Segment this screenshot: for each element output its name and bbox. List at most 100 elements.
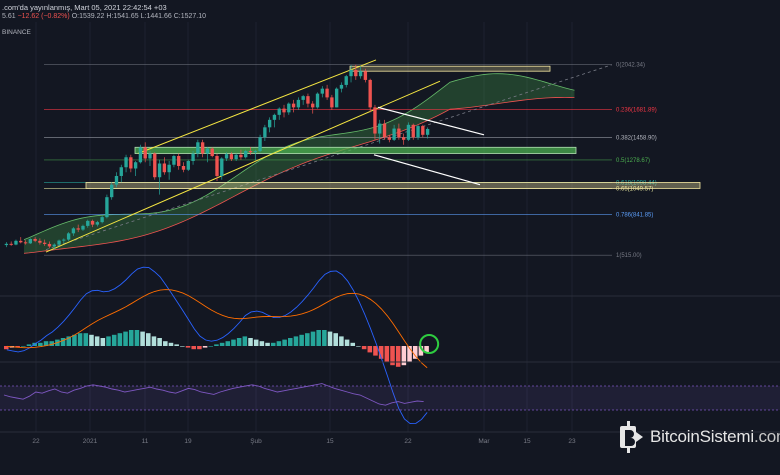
support-zone-yellow xyxy=(85,182,701,189)
macd-hist-bar xyxy=(253,339,259,346)
macd-hist-bar xyxy=(106,336,111,346)
macd-hist-bar xyxy=(157,338,162,346)
candle-body xyxy=(411,124,415,138)
candle-body xyxy=(387,137,391,140)
x-tick-label: Mar xyxy=(478,438,490,445)
candle-body xyxy=(143,147,147,159)
exchange-label: BINANCE xyxy=(2,29,31,36)
macd-hist-bar xyxy=(140,331,145,346)
candle xyxy=(119,164,123,183)
candle xyxy=(181,162,186,173)
fib-label-0.65: 0.65(1049.57) xyxy=(616,187,653,193)
x-tick-label: 23 xyxy=(568,438,576,445)
candle xyxy=(378,119,382,144)
candle xyxy=(229,152,234,162)
candle xyxy=(325,84,329,100)
candle-body xyxy=(397,128,401,138)
macd-hist-bar xyxy=(21,346,26,347)
x-tick-label: 15 xyxy=(523,438,531,445)
macd-hist-bar xyxy=(327,331,333,346)
zones xyxy=(85,65,701,189)
fib-label-0.5: 0.5(1278.67) xyxy=(616,158,650,164)
candle-body xyxy=(124,157,128,168)
macd-hist-bar xyxy=(38,342,43,346)
candle xyxy=(157,159,162,195)
candle-body xyxy=(296,99,301,108)
macd-hist-bar xyxy=(276,341,282,346)
candle-body xyxy=(43,242,47,244)
candle xyxy=(373,104,377,140)
candle xyxy=(234,153,238,162)
candle-body xyxy=(157,163,162,178)
candle xyxy=(239,149,243,160)
macd-hist-bar xyxy=(146,333,151,346)
candle xyxy=(100,215,104,224)
candle xyxy=(358,66,363,79)
candle xyxy=(205,147,210,163)
candle-body xyxy=(95,222,100,225)
candle-body xyxy=(76,228,80,230)
candle xyxy=(248,147,253,155)
candle xyxy=(253,149,257,160)
candle xyxy=(28,238,33,244)
x-tick-label: 11 xyxy=(142,438,149,445)
candle-body xyxy=(81,225,85,230)
candle-body xyxy=(181,165,186,170)
macd-hist-bar xyxy=(174,344,179,346)
candle xyxy=(86,219,90,228)
candle-body xyxy=(339,84,344,89)
candle-body xyxy=(354,69,358,77)
macd-hist-bar xyxy=(367,346,373,353)
candle xyxy=(52,243,56,250)
candle-body xyxy=(23,242,28,244)
macd-hist-bar xyxy=(111,334,117,346)
macd-hist-bar xyxy=(373,346,378,356)
macd-hist-bar xyxy=(134,330,140,346)
candle-body xyxy=(148,153,152,159)
candle xyxy=(301,94,305,105)
candle-body xyxy=(220,158,224,176)
macd-hist-bar xyxy=(418,346,424,356)
candle xyxy=(196,139,200,158)
open-value: 1539.22 xyxy=(79,13,105,20)
grid-lines xyxy=(35,22,573,432)
candle-body xyxy=(38,240,42,243)
candle xyxy=(81,224,85,231)
candle-body xyxy=(86,220,90,226)
candles xyxy=(4,64,430,250)
candle-body xyxy=(277,108,281,115)
candle-body xyxy=(210,148,214,157)
fib-label-0.382: 0.382(1458.90) xyxy=(616,135,657,141)
candle-body xyxy=(205,148,210,154)
candle xyxy=(62,238,66,244)
channel-lower-line xyxy=(45,80,441,253)
candle xyxy=(411,123,415,140)
resistance-zone-top xyxy=(349,65,551,72)
candle xyxy=(311,101,315,114)
candle-body xyxy=(330,97,334,108)
candle xyxy=(349,64,353,83)
macd-hist-bar xyxy=(236,338,242,346)
candle xyxy=(401,133,406,145)
x-tick-label: 22 xyxy=(32,438,40,445)
macd-hist-bar xyxy=(333,333,338,346)
macd-hist-bar xyxy=(72,334,77,346)
candle-body xyxy=(119,167,123,176)
macd-hist-bar xyxy=(43,341,49,346)
macd-hist-bar xyxy=(15,346,20,348)
candle xyxy=(258,134,262,153)
macd-hist-bar xyxy=(242,336,248,346)
candle-body xyxy=(66,233,71,240)
candle-body xyxy=(105,197,109,218)
candle xyxy=(296,97,301,110)
candle-body xyxy=(325,88,329,98)
candle xyxy=(129,154,133,173)
macd-hist-bar xyxy=(390,346,395,366)
desc-channel-upper xyxy=(377,106,485,136)
macd-hist-bar xyxy=(117,333,123,346)
candle xyxy=(277,107,281,120)
x-tick-label: 22 xyxy=(404,438,412,445)
candle xyxy=(186,159,190,171)
